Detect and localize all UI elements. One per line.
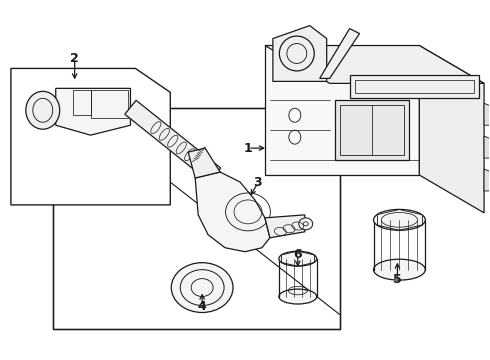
Polygon shape (265, 45, 484, 84)
Ellipse shape (209, 170, 221, 180)
Text: 3: 3 (254, 176, 262, 189)
Polygon shape (484, 169, 490, 191)
Polygon shape (349, 75, 479, 98)
Polygon shape (419, 45, 484, 213)
Polygon shape (265, 215, 305, 238)
Polygon shape (125, 100, 220, 182)
Polygon shape (319, 28, 360, 78)
Ellipse shape (373, 210, 425, 230)
Ellipse shape (279, 251, 317, 266)
Polygon shape (273, 26, 327, 81)
Text: 6: 6 (294, 248, 302, 261)
Ellipse shape (279, 289, 317, 304)
Polygon shape (53, 108, 340, 329)
Text: 1: 1 (244, 141, 252, 155)
Text: 4: 4 (198, 300, 207, 313)
Polygon shape (188, 148, 220, 178)
Polygon shape (484, 103, 490, 125)
Ellipse shape (26, 91, 60, 129)
Polygon shape (11, 68, 171, 205)
Text: 2: 2 (70, 52, 79, 65)
Text: 5: 5 (393, 273, 402, 286)
Polygon shape (195, 172, 270, 252)
Polygon shape (484, 136, 490, 158)
Polygon shape (265, 45, 419, 175)
Ellipse shape (172, 263, 233, 312)
Polygon shape (335, 100, 409, 160)
Ellipse shape (373, 259, 425, 280)
Polygon shape (56, 88, 130, 135)
Ellipse shape (299, 218, 313, 230)
